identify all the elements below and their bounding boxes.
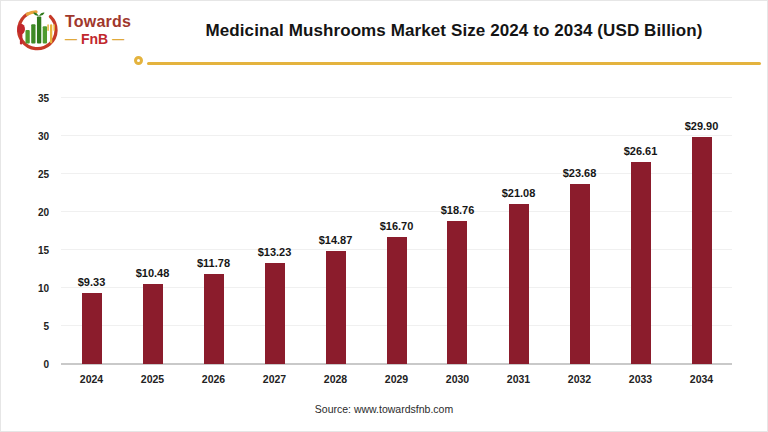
bar-2030: $18.76 bbox=[447, 221, 467, 364]
chart-title: Medicinal Mushrooms Market Size 2024 to … bbox=[151, 21, 757, 41]
bar-2034: $29.90 bbox=[692, 137, 712, 364]
bar-2027: $13.23 bbox=[265, 263, 285, 364]
x-axis-tick-2027: 2027 bbox=[245, 373, 305, 385]
bar-value-label-2033: $26.61 bbox=[624, 145, 658, 157]
y-axis-tick-0: 0 bbox=[19, 359, 49, 370]
logo-dash-right: — bbox=[112, 33, 124, 45]
bar-value-label-2024: $9.33 bbox=[78, 276, 106, 288]
bar-value-label-2029: $16.70 bbox=[380, 220, 414, 232]
gridline-y-35 bbox=[61, 97, 732, 98]
bar-value-label-2028: $14.87 bbox=[319, 234, 353, 246]
x-axis-tick-2028: 2028 bbox=[306, 373, 366, 385]
source-attribution: Source: www.towardsfnb.com bbox=[1, 403, 767, 415]
divider-line bbox=[147, 62, 761, 65]
gridline-y-30 bbox=[61, 135, 732, 136]
bar-2029: $16.70 bbox=[387, 237, 407, 364]
x-axis-tick-2024: 2024 bbox=[62, 373, 122, 385]
logo-dash-left: — bbox=[65, 33, 77, 45]
brand-logo: Towards — FnB — bbox=[13, 7, 131, 53]
y-axis-tick-25: 25 bbox=[19, 169, 49, 180]
bar-value-label-2030: $18.76 bbox=[441, 204, 475, 216]
x-axis-tick-2030: 2030 bbox=[428, 373, 488, 385]
brand-name: Towards bbox=[65, 14, 131, 30]
bar-value-label-2026: $11.78 bbox=[197, 257, 230, 269]
y-axis-tick-15: 15 bbox=[19, 245, 49, 256]
bar-value-label-2034: $29.90 bbox=[685, 120, 719, 132]
bar-2024: $9.33 bbox=[82, 293, 102, 364]
y-axis-tick-30: 30 bbox=[19, 131, 49, 142]
x-axis-tick-2032: 2032 bbox=[550, 373, 610, 385]
x-axis-tick-2033: 2033 bbox=[611, 373, 671, 385]
y-axis-tick-10: 10 bbox=[19, 283, 49, 294]
bar-chart-plot-area: 05101520253035$9.332024$10.482025$11.782… bbox=[61, 98, 732, 364]
bar-2026: $11.78 bbox=[204, 274, 224, 364]
bar-2025: $10.48 bbox=[143, 284, 163, 364]
y-axis-tick-35: 35 bbox=[19, 93, 49, 104]
x-axis-tick-2034: 2034 bbox=[672, 373, 732, 385]
bar-2031: $21.08 bbox=[509, 204, 529, 364]
bar-value-label-2025: $10.48 bbox=[136, 267, 170, 279]
x-axis-tick-2025: 2025 bbox=[123, 373, 183, 385]
bar-2032: $23.68 bbox=[570, 184, 590, 364]
y-axis-tick-20: 20 bbox=[19, 207, 49, 218]
x-axis-tick-2026: 2026 bbox=[184, 373, 244, 385]
brand-subname: FnB bbox=[81, 32, 108, 46]
bar-2033: $26.61 bbox=[631, 162, 651, 364]
bar-value-label-2032: $23.68 bbox=[563, 167, 597, 179]
x-axis-tick-2029: 2029 bbox=[367, 373, 427, 385]
divider-ring-marker bbox=[134, 56, 143, 65]
y-axis-tick-5: 5 bbox=[19, 321, 49, 332]
x-axis-tick-2031: 2031 bbox=[489, 373, 549, 385]
bar-value-label-2031: $21.08 bbox=[502, 187, 536, 199]
bar-value-label-2027: $13.23 bbox=[258, 246, 292, 258]
bar-2028: $14.87 bbox=[326, 251, 346, 364]
towardsfnb-logo-icon bbox=[13, 7, 59, 53]
